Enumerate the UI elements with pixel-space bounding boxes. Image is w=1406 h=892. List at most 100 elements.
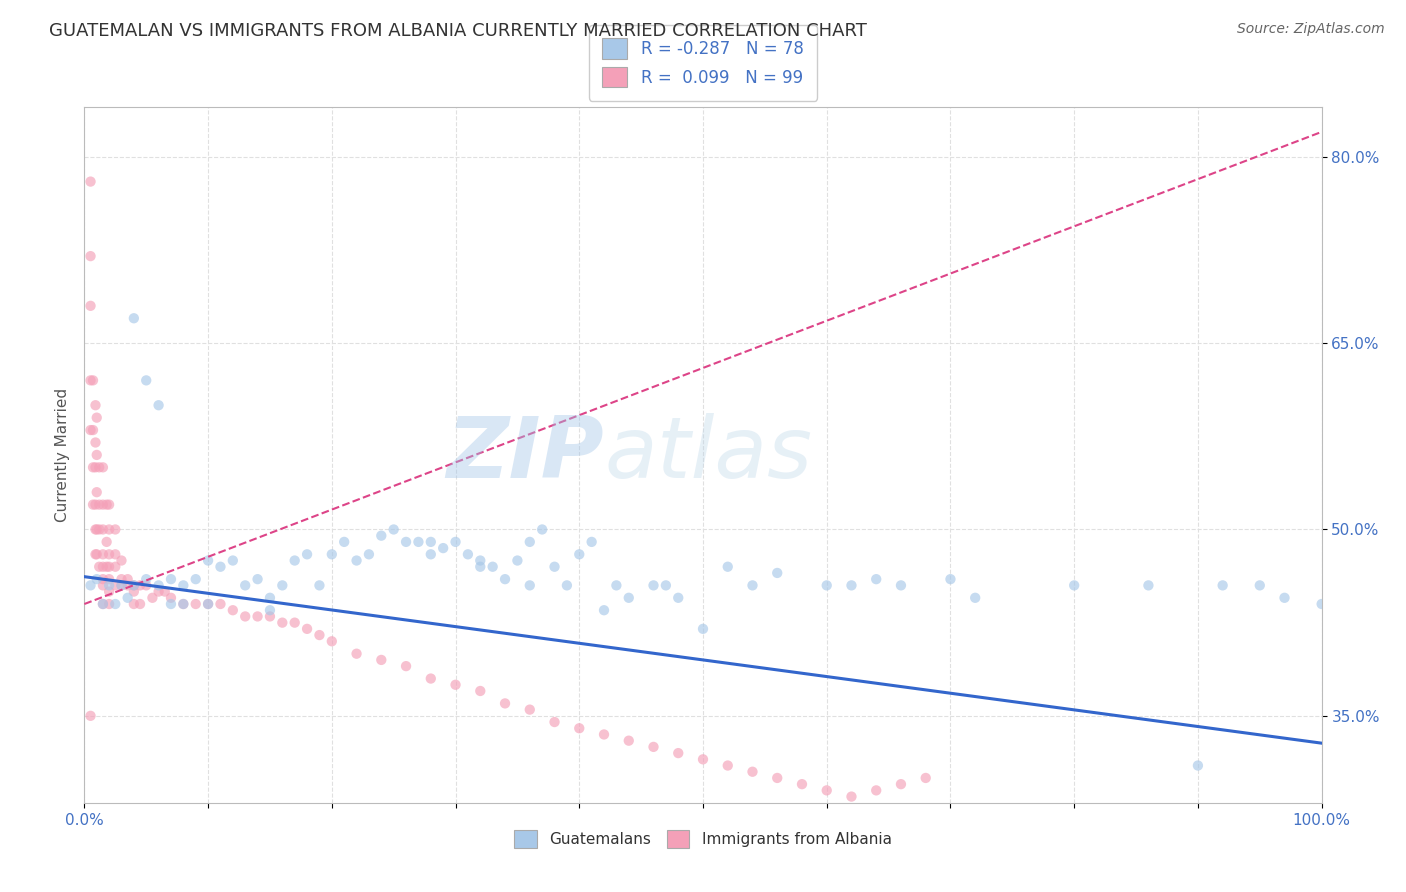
Point <box>117 572 139 586</box>
Point <box>79 175 101 189</box>
Point <box>444 534 467 549</box>
Point <box>197 597 219 611</box>
Point <box>135 578 157 592</box>
Point <box>581 534 603 549</box>
Point <box>89 498 111 512</box>
Point <box>110 578 132 592</box>
Point <box>160 572 183 586</box>
Point <box>890 578 912 592</box>
Point <box>494 697 516 711</box>
Point <box>129 578 152 592</box>
Point <box>82 498 104 512</box>
Point <box>692 752 714 766</box>
Text: Source: ZipAtlas.com: Source: ZipAtlas.com <box>1237 22 1385 37</box>
Point <box>568 721 591 735</box>
Point <box>91 559 114 574</box>
Point <box>419 672 441 686</box>
Point <box>1310 597 1333 611</box>
Point <box>890 777 912 791</box>
Point <box>531 523 554 537</box>
Point <box>246 572 269 586</box>
Point <box>408 534 430 549</box>
Point <box>346 647 368 661</box>
Point <box>98 572 121 586</box>
Point <box>98 559 121 574</box>
Point <box>259 591 281 605</box>
Point <box>1137 578 1160 592</box>
Point <box>295 547 318 561</box>
Point <box>91 572 114 586</box>
Point <box>692 622 714 636</box>
Point <box>543 714 565 729</box>
Point <box>91 597 114 611</box>
Point <box>98 597 121 611</box>
Point <box>655 578 678 592</box>
Point <box>104 578 127 592</box>
Point <box>84 398 107 412</box>
Point <box>593 727 616 741</box>
Point <box>172 597 194 611</box>
Point <box>284 553 307 567</box>
Point <box>104 523 127 537</box>
Point <box>259 603 281 617</box>
Point <box>91 597 114 611</box>
Point <box>233 578 256 592</box>
Point <box>86 523 108 537</box>
Point <box>914 771 936 785</box>
Point <box>79 299 101 313</box>
Point <box>79 249 101 263</box>
Point <box>96 534 118 549</box>
Point <box>717 559 740 574</box>
Point <box>222 553 245 567</box>
Point <box>308 578 330 592</box>
Point <box>470 559 492 574</box>
Point <box>1212 578 1234 592</box>
Point <box>135 572 157 586</box>
Point <box>209 559 232 574</box>
Point <box>86 410 108 425</box>
Point <box>122 597 145 611</box>
Point <box>98 578 121 592</box>
Point <box>519 534 541 549</box>
Point <box>160 597 183 611</box>
Point <box>766 771 789 785</box>
Point <box>82 373 104 387</box>
Point <box>148 398 170 412</box>
Point <box>717 758 740 772</box>
Point <box>91 498 114 512</box>
Point <box>104 559 127 574</box>
Point <box>643 578 665 592</box>
Point <box>617 591 640 605</box>
Point <box>122 578 145 592</box>
Point <box>865 783 887 797</box>
Point <box>519 578 541 592</box>
Point <box>841 789 863 804</box>
Point <box>110 572 132 586</box>
Point <box>741 764 763 779</box>
Point <box>197 553 219 567</box>
Point <box>1063 578 1085 592</box>
Point <box>79 423 101 437</box>
Point <box>172 578 194 592</box>
Point <box>148 584 170 599</box>
Point <box>160 591 183 605</box>
Point <box>89 523 111 537</box>
Point <box>370 653 392 667</box>
Point <box>741 578 763 592</box>
Point <box>197 597 219 611</box>
Point <box>790 777 813 791</box>
Point <box>568 547 591 561</box>
Point <box>209 597 232 611</box>
Point <box>98 547 121 561</box>
Point <box>129 597 152 611</box>
Point <box>222 603 245 617</box>
Text: ZIP: ZIP <box>446 413 605 497</box>
Point <box>98 498 121 512</box>
Point <box>84 498 107 512</box>
Point <box>86 547 108 561</box>
Point <box>122 578 145 592</box>
Point <box>89 559 111 574</box>
Point <box>148 578 170 592</box>
Point <box>79 373 101 387</box>
Point <box>271 578 294 592</box>
